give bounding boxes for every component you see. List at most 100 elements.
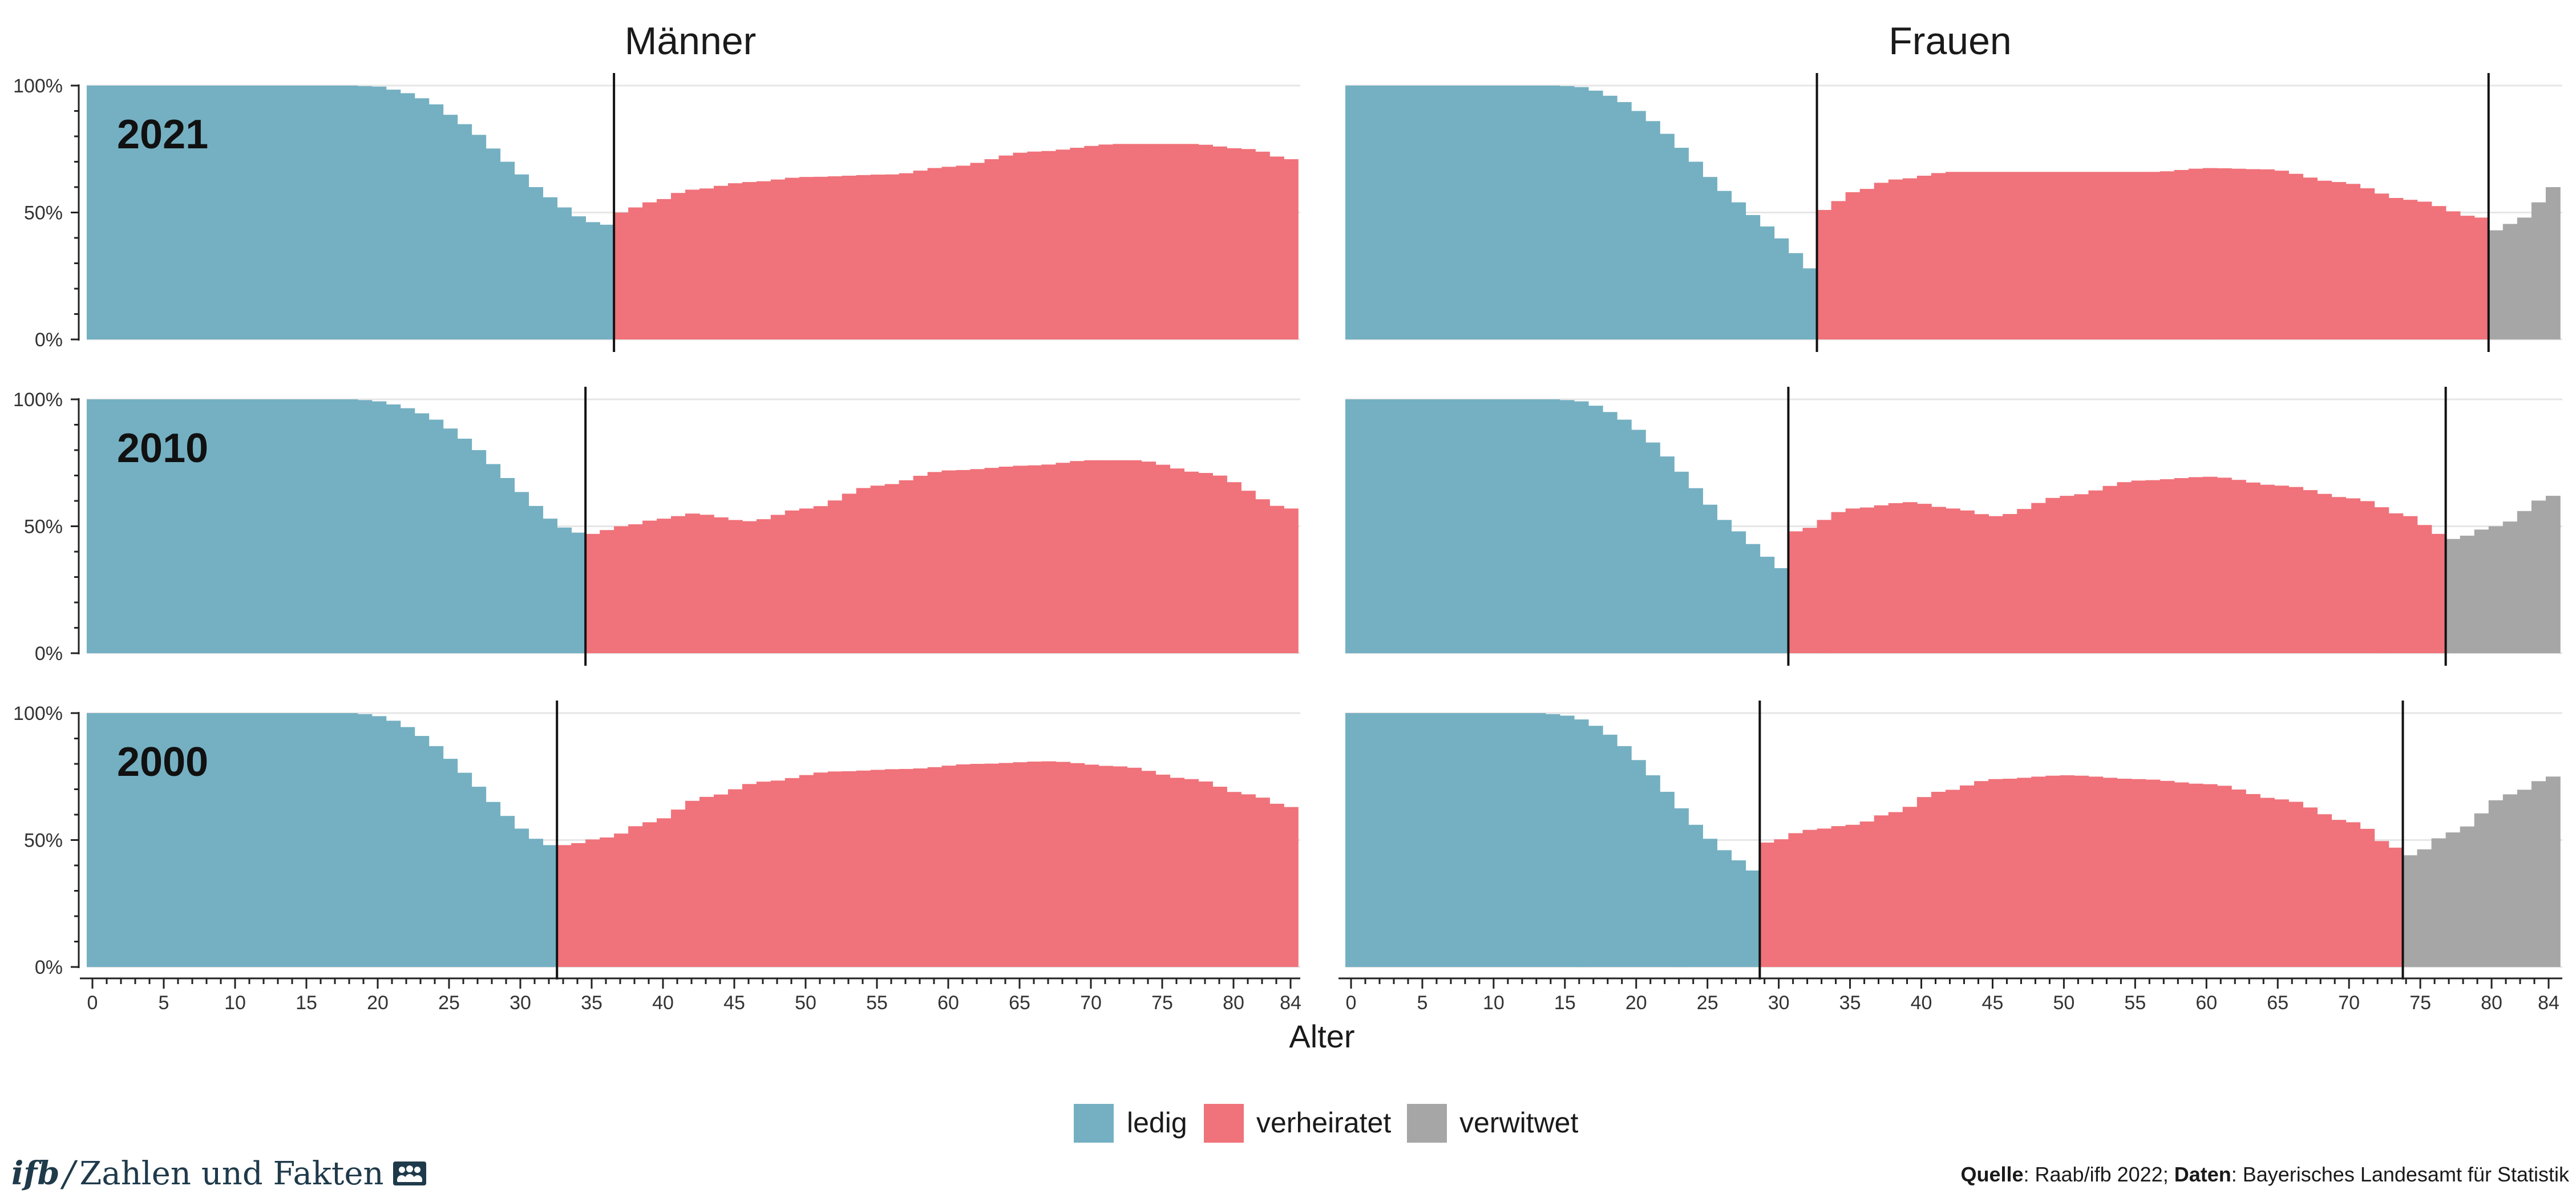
bar-ledig-age-14 — [1545, 86, 1560, 339]
bar-ledig-age-4 — [143, 86, 159, 339]
bar-ledig-age-25 — [443, 428, 458, 653]
bar-ledig-age-18 — [1602, 412, 1617, 653]
bar-verheiratet-age-59 — [927, 767, 943, 967]
bar-ledig-age-20 — [371, 86, 387, 339]
bar-verheiratet-age-82 — [1255, 151, 1270, 339]
bar-verwitwet-age-81 — [2502, 521, 2518, 653]
bar-verheiratet-age-59 — [2188, 477, 2203, 653]
bar-verheiratet-age-54 — [2117, 482, 2132, 653]
bar-ledig-age-8 — [200, 399, 216, 653]
bar-verheiratet-age-48 — [2031, 503, 2047, 653]
bar-verheiratet-age-72 — [1113, 144, 1128, 339]
bar-verheiratet-age-41 — [1931, 791, 1946, 967]
bar-verheiratet-age-83 — [1269, 803, 1284, 967]
bar-ledig-age-17 — [1588, 406, 1603, 654]
bar-verheiratet-age-57 — [899, 768, 914, 967]
bar-ledig-age-33 — [557, 207, 572, 339]
bar-verheiratet-age-64 — [998, 467, 1014, 653]
bar-verheiratet-age-81 — [1241, 794, 1256, 967]
bar-ledig-age-8 — [1459, 713, 1475, 967]
source-label: Quelle — [1960, 1163, 2024, 1186]
bar-verwitwet-age-84 — [2545, 776, 2561, 967]
bar-ledig-age-22 — [400, 408, 415, 653]
bar-ledig-age-5 — [157, 713, 173, 967]
x-tick-label: 70 — [2338, 992, 2360, 1014]
bar-verheiratet-age-50 — [799, 775, 814, 967]
bar-verheiratet-age-75 — [1155, 144, 1171, 339]
bar-ledig-age-36 — [600, 224, 614, 339]
bar-ledig-age-1 — [1360, 399, 1374, 653]
bar-ledig-age-5 — [1417, 399, 1432, 653]
bar-verheiratet-age-76 — [1170, 468, 1184, 653]
bar-verheiratet-age-76 — [1170, 144, 1184, 339]
bar-verheiratet-age-29 — [1760, 842, 1775, 967]
bar-verheiratet-age-48 — [770, 515, 786, 653]
bar-verheiratet-age-33 — [1817, 210, 1832, 339]
bar-verheiratet-age-72 — [2374, 193, 2389, 339]
bar-ledig-age-24 — [428, 419, 444, 653]
bar-ledig-age-30 — [1774, 238, 1789, 339]
bar-ledig-age-6 — [1431, 399, 1446, 653]
bar-verwitwet-age-81 — [2502, 224, 2518, 339]
x-tick-label: 75 — [1151, 992, 1173, 1014]
bar-verheiratet-age-58 — [913, 768, 928, 967]
bar-verheiratet-age-69 — [2331, 497, 2347, 653]
bar-ledig-age-2 — [115, 86, 130, 339]
data-value: : Bayerisches Landesamt für Statistik — [2231, 1163, 2569, 1186]
bar-verheiratet-age-70 — [1084, 145, 1099, 339]
bar-ledig-age-0 — [1345, 713, 1360, 967]
x-tick-label: 30 — [1768, 992, 1790, 1014]
bar-verheiratet-age-61 — [2217, 786, 2232, 967]
bar-ledig-age-3 — [129, 86, 144, 339]
bar-verheiratet-age-46 — [742, 182, 757, 339]
bar-verwitwet-age-75 — [2417, 849, 2432, 967]
bar-verheiratet-age-52 — [827, 176, 843, 339]
x-tick-label: 60 — [2195, 992, 2217, 1014]
bar-verheiratet-age-66 — [1027, 465, 1042, 653]
bar-ledig-age-1 — [100, 86, 116, 339]
bar-verheiratet-age-70 — [2346, 184, 2361, 339]
bar-ledig-age-16 — [314, 713, 330, 967]
bar-verheiratet-age-44 — [713, 517, 729, 653]
bar-ledig-age-17 — [329, 399, 344, 653]
bar-verheiratet-age-83 — [1269, 505, 1284, 653]
bar-verheiratet-age-38 — [628, 207, 643, 339]
bar-ledig-age-2 — [115, 713, 130, 967]
bar-ledig-age-11 — [243, 713, 258, 967]
bar-verheiratet-age-54 — [856, 770, 871, 967]
bar-verheiratet-age-68 — [2317, 493, 2332, 653]
bar-verheiratet-age-62 — [2231, 480, 2246, 653]
bar-ledig-age-32 — [543, 519, 558, 653]
bar-ledig-age-35 — [585, 222, 600, 339]
bar-verheiratet-age-60 — [941, 470, 957, 653]
year-label: 2010 — [117, 426, 208, 471]
bar-ledig-age-29 — [1760, 226, 1775, 339]
bar-ledig-age-11 — [1502, 86, 1518, 339]
bar-verheiratet-age-71 — [2360, 828, 2375, 967]
bar-verheiratet-age-45 — [727, 183, 743, 339]
bar-ledig-age-11 — [1502, 399, 1518, 653]
bar-ledig-age-14 — [1545, 714, 1560, 967]
bar-verheiratet-age-34 — [1831, 826, 1846, 967]
data-label: Daten — [2174, 1163, 2231, 1186]
bar-verheiratet-age-43 — [1960, 172, 1975, 339]
bar-verheiratet-age-65 — [2274, 171, 2289, 339]
bar-verheiratet-age-65 — [1013, 466, 1028, 653]
x-tick-label: 10 — [1483, 992, 1505, 1014]
bar-verheiratet-age-49 — [784, 510, 800, 653]
bar-verheiratet-age-37 — [1874, 505, 1889, 653]
bar-ledig-age-31 — [528, 187, 544, 339]
bar-ledig-age-7 — [186, 399, 201, 653]
bar-ledig-age-28 — [1745, 544, 1761, 653]
x-tick-label: 84 — [2538, 992, 2559, 1014]
x-tick-label: 55 — [2124, 992, 2146, 1014]
bar-verheiratet-age-71 — [2360, 501, 2375, 653]
bar-verheiratet-age-41 — [671, 810, 686, 967]
bar-verwitwet-age-80 — [2488, 526, 2504, 653]
bar-ledig-age-8 — [1459, 86, 1475, 339]
bar-ledig-age-26 — [457, 124, 472, 339]
bar-verheiratet-age-73 — [1127, 460, 1142, 653]
bar-verheiratet-age-51 — [813, 772, 828, 967]
bar-ledig-age-14 — [286, 713, 301, 967]
